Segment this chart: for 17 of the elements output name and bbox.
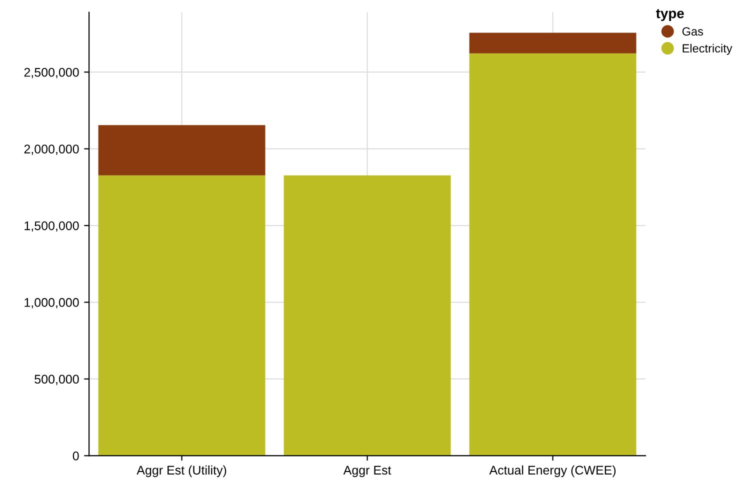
bar	[469, 53, 636, 456]
y-tick-label: 500,000	[34, 374, 79, 386]
y-tick-label: 2,000,000	[24, 144, 79, 155]
x-tick-label: Actual Energy (CWEE)	[489, 465, 616, 478]
bar	[284, 175, 451, 456]
y-tick-label: 1,000,000	[24, 298, 79, 308]
legend-label: Gas	[682, 27, 704, 36]
bar	[98, 175, 266, 456]
y-tick-label: 0	[72, 452, 79, 460]
y-tick-label: 1,500,000	[24, 221, 79, 232]
bar	[469, 32, 636, 54]
bar	[98, 125, 266, 176]
legend-title: type	[656, 9, 684, 22]
legend-label: Electricity	[682, 44, 732, 55]
y-tick-label: 2,500,000	[24, 68, 79, 78]
x-tick-label: Aggr Est (Utility)	[136, 465, 226, 478]
x-tick-label: Aggr Est	[343, 466, 392, 478]
